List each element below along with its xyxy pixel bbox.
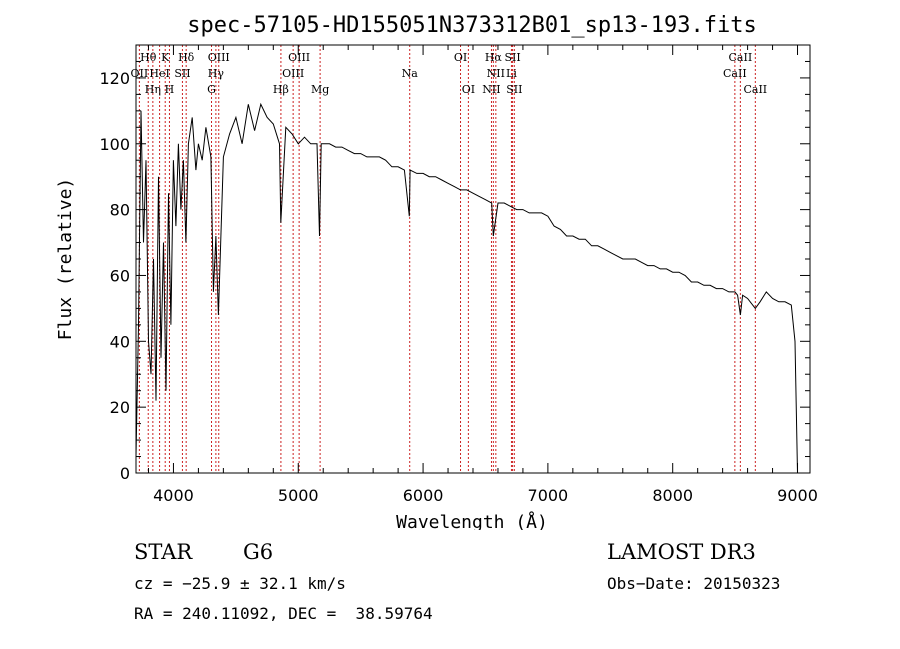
y-axis-ticks: 0 20 40 60 80 100 120: [99, 60, 810, 483]
spectral-line-markers: [138, 45, 756, 473]
line-label: CaII: [743, 83, 767, 96]
line-label: Hη: [145, 83, 161, 96]
line-label: HeI: [149, 67, 169, 80]
line-label: CaII: [723, 67, 747, 80]
x-tick-label: 7000: [528, 486, 569, 505]
y-tick-label: 60: [110, 266, 130, 285]
line-label: K: [161, 51, 170, 64]
x-axis-ticks: 4000 5000 6000 7000 8000 9000: [147, 45, 818, 505]
line-label: NII: [482, 83, 500, 96]
line-label: Na: [402, 67, 419, 80]
x-tick-label: 5000: [278, 486, 319, 505]
line-label: SII: [174, 67, 190, 80]
line-label: CaII: [729, 51, 753, 64]
object-subclass: G6: [243, 540, 274, 564]
line-label: OI: [462, 83, 475, 96]
spectrum-chart: spec-57105-HD155051N373312B01_sp13-193.f…: [55, 13, 818, 530]
line-label: Hθ: [140, 51, 157, 64]
y-tick-label: 100: [99, 135, 130, 154]
x-tick-label: 9000: [777, 486, 818, 505]
y-axis-label: Flux (relative): [55, 178, 76, 341]
line-label: Hα: [485, 51, 503, 64]
y-tick-label: 0: [120, 464, 130, 483]
line-label: Li: [506, 67, 517, 80]
x-tick-label: 8000: [652, 486, 693, 505]
x-tick-label: 6000: [403, 486, 444, 505]
x-tick-label: 4000: [153, 486, 194, 505]
y-tick-label: 80: [110, 201, 130, 220]
y-tick-label: 120: [99, 69, 130, 88]
survey-name: LAMOST DR3: [607, 540, 756, 564]
line-label: SII: [506, 83, 522, 96]
line-label: Mg: [311, 83, 329, 96]
line-label: OIII: [288, 51, 310, 64]
line-label: Hδ: [178, 51, 195, 64]
line-label: Hγ: [208, 67, 225, 80]
y-tick-label: 40: [110, 332, 130, 351]
line-label: SII: [504, 51, 520, 64]
line-label: H: [165, 83, 175, 96]
line-label: OI: [454, 51, 467, 64]
line-label: NII: [487, 67, 505, 80]
chart-title: spec-57105-HD155051N373312B01_sp13-193.f…: [187, 13, 757, 38]
plot-frame: [135, 44, 811, 474]
x-axis-label: Wavelength (Å): [396, 511, 548, 530]
line-label: Hβ: [273, 83, 289, 96]
line-label: OIII: [208, 51, 230, 64]
y-tick-label: 20: [110, 398, 130, 417]
object-class: STAR: [134, 540, 193, 564]
coordinates: RA = 240.11092, DEC = 38.59764: [134, 604, 433, 623]
line-label: OII: [131, 67, 149, 80]
redshift-cz: cz = −25.9 ± 32.1 km/s: [134, 574, 346, 593]
spectrum-line: [135, 102, 798, 474]
observation-date: Obs−Date: 20150323: [607, 574, 781, 593]
line-label: OIII: [282, 67, 304, 80]
line-label: G: [207, 83, 216, 96]
